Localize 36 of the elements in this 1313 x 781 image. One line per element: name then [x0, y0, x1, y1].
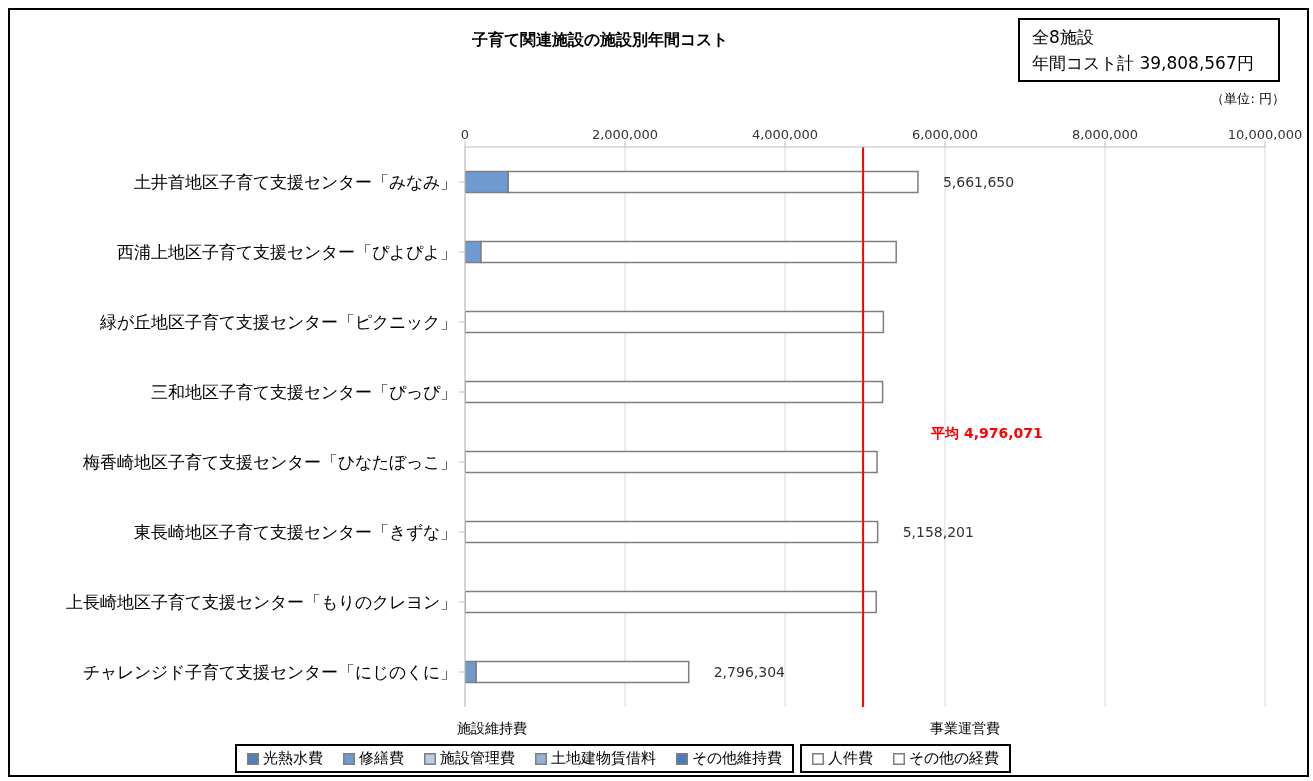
y-tick-label: 西浦上地区子育て支援センター「ぴよぴよ」: [117, 242, 457, 263]
y-tick-label: 梅香崎地区子育て支援センター「ひなたぼっこ」: [82, 452, 457, 473]
legend-label: 光熱水費: [262, 749, 323, 768]
bar: [465, 450, 878, 474]
legend-label: 修繕費: [358, 749, 404, 768]
y-tick-label: 東長崎地区子育て支援センター「きずな」: [134, 522, 457, 543]
legend-label: その他の経費: [908, 749, 999, 768]
ref-line-label: 平均 4,976,071: [930, 425, 1043, 442]
x-tick-label: 4,000,000: [751, 127, 819, 142]
x-tick-label: 8,000,000: [1071, 127, 1139, 142]
x-tick-label: 0: [460, 127, 470, 142]
bar: [465, 380, 884, 404]
legend-label: 施設管理費: [439, 749, 515, 768]
legend-label: その他維持費: [691, 749, 782, 768]
legend-label: 土地建物賃借料: [550, 749, 656, 768]
y-tick-label: 上長崎地区子育て支援センター「もりのクレヨン」: [66, 592, 457, 613]
x-tick-label: 6,000,000: [911, 127, 979, 142]
text: （単位: 円）: [1211, 90, 1285, 108]
chart-title: 子育て関連施設の施設別年間コスト: [471, 30, 729, 51]
y-tick-label: 緑が丘地区子育て支援センター「ピクニック」: [99, 312, 457, 333]
x-tick-label: 2,000,000: [591, 127, 659, 142]
text: 施設維持費: [457, 720, 527, 738]
total-label: 5,661,650: [942, 174, 1015, 190]
text: 全8施設: [1032, 26, 1095, 49]
y-tick-label: 三和地区子育て支援センター「ぴっぴ」: [151, 382, 457, 403]
text: 年間コスト計 39,808,567円: [1032, 52, 1255, 75]
bar: [465, 520, 879, 544]
bar: [465, 590, 877, 614]
y-tick-label: 土井首地区子育て支援センター「みなみ」: [134, 172, 457, 193]
bar: [465, 310, 885, 334]
y-tick-label: チャレンジド子育て支援センター「にじのくに」: [83, 662, 457, 683]
x-tick-label: 10,000,000: [1227, 127, 1303, 142]
total-label: 5,158,201: [902, 524, 974, 540]
total-label: 2,796,304: [713, 664, 786, 680]
legend-label: 人件費: [827, 749, 873, 768]
text: 事業運営費: [930, 720, 1000, 738]
